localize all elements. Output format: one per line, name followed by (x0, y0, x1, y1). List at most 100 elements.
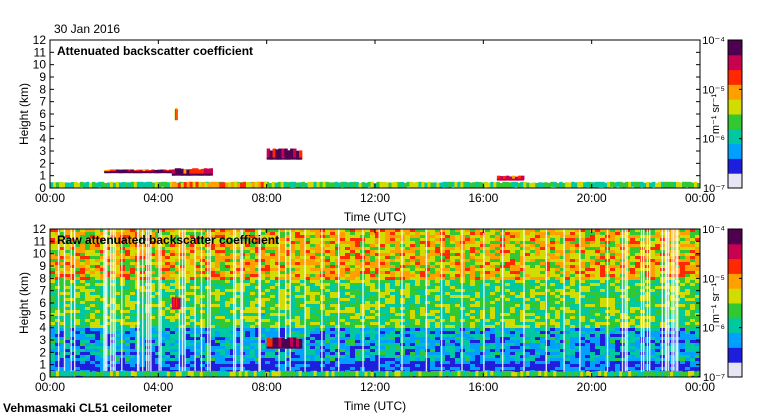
data-gap (104, 229, 107, 377)
y-tick-label: 6 (39, 296, 46, 310)
data-gap (158, 229, 160, 377)
x-tick-label: 04:00 (143, 191, 173, 205)
data-gap (425, 229, 428, 377)
data-gap (103, 229, 105, 377)
y-tick-label: 8 (39, 82, 46, 96)
heatmap-feature (171, 296, 181, 310)
data-gap (160, 229, 162, 377)
x-tick-label: 16:00 (468, 191, 498, 205)
colorbar-tick-label: 10⁻⁷ (703, 372, 725, 384)
heatmap-field (50, 107, 700, 188)
data-gap (304, 229, 306, 377)
data-gap (673, 229, 675, 377)
data-gap (278, 229, 280, 377)
y-tick-label: 3 (39, 144, 46, 158)
data-gap (74, 229, 76, 377)
y-tick-label: 1 (39, 169, 46, 183)
data-gap (207, 229, 209, 377)
data-gap (194, 229, 196, 377)
data-gap (209, 229, 211, 377)
data-gap (621, 229, 624, 377)
heatmap-feature (104, 169, 173, 174)
data-gap (626, 229, 628, 377)
data-gap (640, 229, 643, 377)
y-tick-label: 11 (34, 45, 47, 59)
x-axis-label: Time (UTC) (344, 399, 406, 413)
date-label: 30 Jan 2016 (54, 22, 120, 36)
y-tick-label: 9 (39, 259, 46, 273)
data-gap (643, 229, 645, 377)
y-tick-label: 12 (33, 222, 47, 236)
data-gap (624, 229, 627, 377)
data-gap (661, 229, 663, 377)
y-tick-label: 10 (33, 58, 47, 72)
y-tick-label: 6 (39, 107, 46, 121)
data-gap (667, 229, 670, 377)
colorbar-tick-label: 10⁻⁴ (702, 35, 725, 47)
y-tick-label: 8 (39, 271, 46, 285)
heatmap-feature (496, 175, 525, 181)
x-tick-label: 00:00 (35, 191, 65, 205)
x-tick-label: 00:00 (35, 380, 65, 394)
data-gap (649, 229, 651, 377)
data-gap (289, 229, 291, 377)
y-tick-label: 5 (39, 119, 46, 133)
heatmap-feature (171, 168, 213, 176)
data-gap (259, 229, 261, 377)
data-gap (184, 229, 186, 377)
data-gap (440, 229, 443, 377)
heatmap-field (50, 229, 700, 377)
y-tick-label: 9 (39, 70, 46, 84)
data-gap (675, 229, 677, 377)
data-gap (461, 229, 463, 377)
data-gap (666, 229, 668, 377)
data-gap (181, 229, 184, 377)
data-gap (234, 229, 237, 377)
x-tick-label: 12:00 (360, 380, 390, 394)
y-tick-label: 2 (39, 345, 46, 359)
data-gap (136, 229, 139, 377)
y-tick-label: 12 (33, 33, 47, 47)
x-tick-label: 20:00 (577, 191, 607, 205)
data-gap (63, 229, 66, 377)
heatmap-feature (50, 370, 700, 377)
data-gap (112, 229, 114, 377)
y-tick-label: 11 (34, 234, 47, 248)
data-gap (362, 229, 364, 377)
y-tick-label: 2 (39, 156, 46, 170)
x-tick-label: 16:00 (468, 380, 498, 394)
data-gap (523, 229, 525, 377)
data-gap (545, 229, 547, 377)
y-tick-label: 4 (39, 132, 46, 146)
data-gap (401, 229, 403, 377)
data-gap (579, 229, 581, 377)
data-gap (114, 229, 116, 377)
data-gap (121, 229, 123, 377)
x-tick-label: 04:00 (143, 380, 173, 394)
y-tick-label: 0 (39, 370, 46, 384)
heatmap-feature (171, 181, 268, 188)
data-gap (671, 229, 673, 377)
heatmap-feature (266, 337, 303, 349)
data-gap (677, 229, 679, 377)
data-gap (146, 229, 148, 377)
data-gap (150, 229, 152, 377)
data-gap (241, 229, 244, 377)
data-gap (233, 229, 235, 377)
y-tick-label: 0 (39, 181, 46, 195)
data-gap (285, 229, 287, 377)
y-tick-label: 5 (39, 308, 46, 322)
heatmap-feature (266, 148, 303, 160)
colorbar-unit-label: m⁻¹ sr⁻¹ (710, 283, 722, 324)
colorbar-unit-label: m⁻¹ sr⁻¹ (710, 94, 722, 135)
data-gap (502, 229, 504, 377)
panel-title: Attenuated backscatter coefficient (57, 44, 253, 58)
colorbar-2: 10⁻⁷ 10⁻⁶ 10⁻⁵ 10⁻⁴ m⁻¹ sr⁻¹ (702, 224, 743, 384)
x-tick-label: 08:00 (252, 380, 282, 394)
data-gap (646, 229, 649, 377)
y-tick-label: 3 (39, 333, 46, 347)
y-axis-label: Height (km) (17, 83, 31, 145)
colorbar-1: 10⁻⁷ 10⁻⁶ 10⁻⁵ 10⁻⁴ m⁻¹ sr⁻¹ (702, 35, 743, 195)
